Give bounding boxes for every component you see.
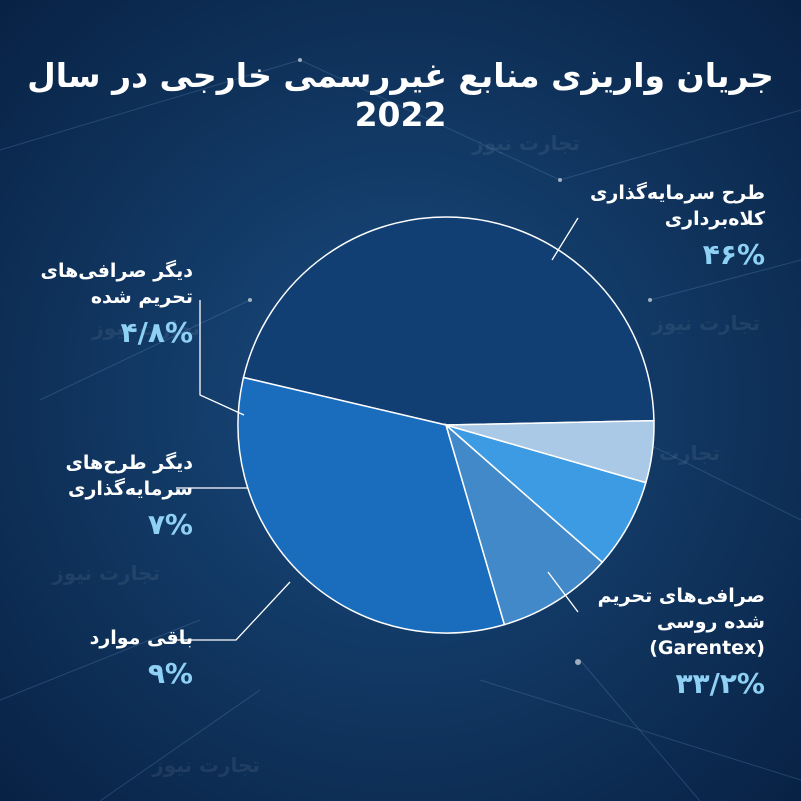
leader-line-other-exchanges [199,300,245,416]
slice-label-other-investments: دیگر طرح‌های سرمایه‌گذاری ۷% [66,450,194,544]
slice-label-other-exchanges: دیگر صرافی‌های تحریم شده ۴/۸% [41,258,193,352]
slice-value: ۳۳/۲% [675,667,765,700]
slice-label-text: سرمایه‌گذاری [68,478,193,500]
slice-other-exchanges [445,419,655,484]
slice-label-text: (Garentex) [649,637,765,659]
watermark-text: تجارت نیوز [151,753,260,777]
slice-label-garentex: صرافی‌های تحریم شده روسی (Garentex) ۳۳/۲… [598,583,765,703]
slice-value: ۷% [147,508,193,541]
slice-label-scam: طرح سرمایه‌گذاری کلاه‌برداری ۴۶% [590,180,765,274]
slice-garentex [237,376,506,634]
slice-label-text: طرح سرمایه‌گذاری [590,182,765,204]
watermark-text: تجارت نیوز [651,311,760,335]
chart-title: جریان واریزی منابع غیررسمی خارجی در سال … [27,56,774,134]
slice-label-text: دیگر طرح‌های [65,452,194,474]
leader-line-other [176,581,291,641]
slice-label-text: باقی موارد [89,627,193,649]
slice-scam [242,216,655,426]
leader-line-garentex [547,571,579,613]
watermark-text: تجارت نیوز [91,316,200,340]
slice-value: ۹% [147,657,193,690]
slice-label-text: تحریم شده [90,286,193,308]
leader-line-scam [551,217,579,261]
slice-label-text: شده روسی [656,611,765,633]
watermark-text: تجارت نیوز [471,131,580,155]
slice-value: ۴/۸% [120,316,193,349]
watermark-text: تجارت نیوز [51,561,160,585]
slice-label-other: باقی موارد ۹% [90,625,193,693]
slice-label-text: دیگر صرافی‌های [40,260,193,282]
slice-label-text: کلاه‌برداری [664,208,765,230]
slice-label-text: صرافی‌های تحریم [597,585,765,607]
slice-value: ۴۶% [702,238,765,271]
slice-other [444,422,604,626]
